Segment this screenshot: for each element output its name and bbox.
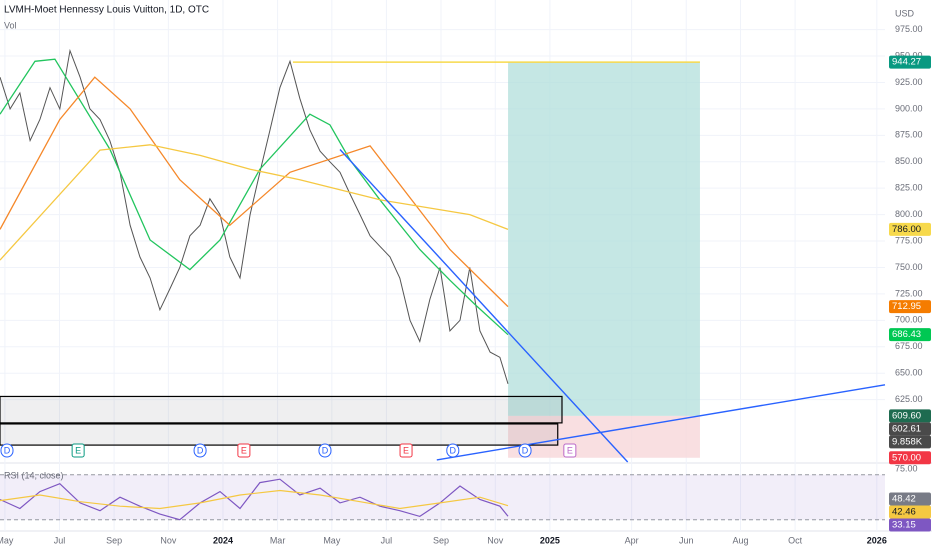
event-marker	[0, 443, 14, 458]
price-label: 944.27	[892, 57, 921, 68]
x-tick-label: Jul	[381, 535, 393, 545]
rsi-title: RSI (14, close)	[4, 470, 64, 480]
moving-average	[0, 144, 509, 261]
event-label: D	[322, 445, 329, 455]
y-tick-label: 975.00	[895, 24, 923, 34]
event-marker	[318, 443, 332, 458]
y-tick-label: 650.00	[895, 368, 923, 378]
event-marker	[71, 443, 85, 458]
rsi-label-bg	[889, 505, 931, 519]
rsi-label: 48.42	[892, 494, 916, 505]
rsi-line	[0, 478, 509, 521]
x-tick-label: May	[0, 535, 14, 545]
event-marker	[193, 443, 207, 458]
x-tick-label: 2025	[540, 535, 560, 545]
x-tick-label: Jul	[54, 535, 66, 545]
moving-average	[0, 76, 509, 308]
event-label: E	[241, 445, 247, 455]
rsi-band	[0, 474, 885, 520]
x-tick-label: Nov	[160, 535, 177, 545]
trend-line	[339, 149, 629, 463]
event-marker	[518, 443, 532, 458]
price-label-bg	[889, 451, 931, 465]
x-tick-label: Mar	[270, 535, 286, 545]
rsi-line	[0, 489, 509, 510]
price-label-bg	[889, 409, 931, 423]
chart-title: LVMH-Moet Hennessy Louis Vuitton, 1D, OT…	[4, 5, 209, 16]
x-tick-label: Sep	[433, 535, 449, 545]
event-label: D	[4, 445, 11, 455]
event-label: D	[450, 445, 457, 455]
event-label: D	[522, 445, 529, 455]
x-tick-label: Oct	[788, 535, 803, 545]
y-tick-label: 700.00	[895, 315, 923, 325]
event-marker	[237, 443, 251, 458]
price-label-bg	[889, 300, 931, 314]
rsi-label: 42.46	[892, 507, 916, 518]
rsi-label: 33.15	[892, 520, 916, 531]
x-tick-label: Sep	[106, 535, 122, 545]
x-tick-label: Aug	[732, 535, 748, 545]
y-tick-label: 925.00	[895, 77, 923, 87]
event-label: E	[75, 445, 81, 455]
moving-average	[0, 58, 509, 336]
event-label: E	[403, 445, 409, 455]
event-marker	[563, 443, 577, 458]
event-label: E	[567, 445, 573, 455]
y-tick-label: 625.00	[895, 394, 923, 404]
price-label-bg	[889, 422, 931, 436]
y-tick-label: 800.00	[895, 209, 923, 219]
x-tick-label: May	[323, 535, 341, 545]
event-label: D	[197, 445, 204, 455]
x-tick-label: Apr	[625, 535, 639, 545]
price-label: 712.95	[892, 301, 921, 312]
trend-line	[436, 384, 886, 461]
price-line	[0, 48, 509, 384]
volume-label: 9.858K	[892, 436, 923, 447]
rsi-label-bg	[889, 492, 931, 506]
price-label-bg	[889, 328, 931, 342]
y-tick-label: 725.00	[895, 288, 923, 298]
zone	[0, 423, 559, 446]
price-label: 686.43	[892, 329, 921, 340]
event-marker	[399, 443, 413, 458]
y-tick-label: 775.00	[895, 235, 923, 245]
x-tick-label: Nov	[487, 535, 504, 545]
currency: USD	[895, 8, 915, 18]
volume-label-bg	[889, 435, 931, 449]
price-label: 609.60	[892, 410, 921, 421]
y-tick-label: 875.00	[895, 130, 923, 140]
y-tick-label: 825.00	[895, 183, 923, 193]
price-label-bg	[889, 222, 931, 236]
y-tick-label: 950.00	[895, 50, 923, 60]
event-marker	[446, 443, 460, 458]
rsi-label-bg	[889, 518, 931, 532]
price-label: 786.00	[892, 224, 921, 235]
x-tick-label: 2026	[867, 535, 887, 545]
x-tick-label: 2024	[213, 535, 233, 545]
zone	[0, 395, 563, 424]
y-tick-label: 850.00	[895, 156, 923, 166]
price-label: 570.00	[892, 452, 921, 463]
y-tick-label: 750.00	[895, 262, 923, 272]
rsi-tick-label: 75.00	[895, 463, 918, 473]
price-label-bg	[889, 55, 931, 69]
x-tick-label: Jun	[679, 535, 694, 545]
price-label: 602.61	[892, 423, 921, 434]
y-tick-label: 675.00	[895, 341, 923, 351]
y-tick-label: 900.00	[895, 103, 923, 113]
profit-zone	[508, 62, 700, 416]
volume-title: Vol	[4, 20, 17, 30]
